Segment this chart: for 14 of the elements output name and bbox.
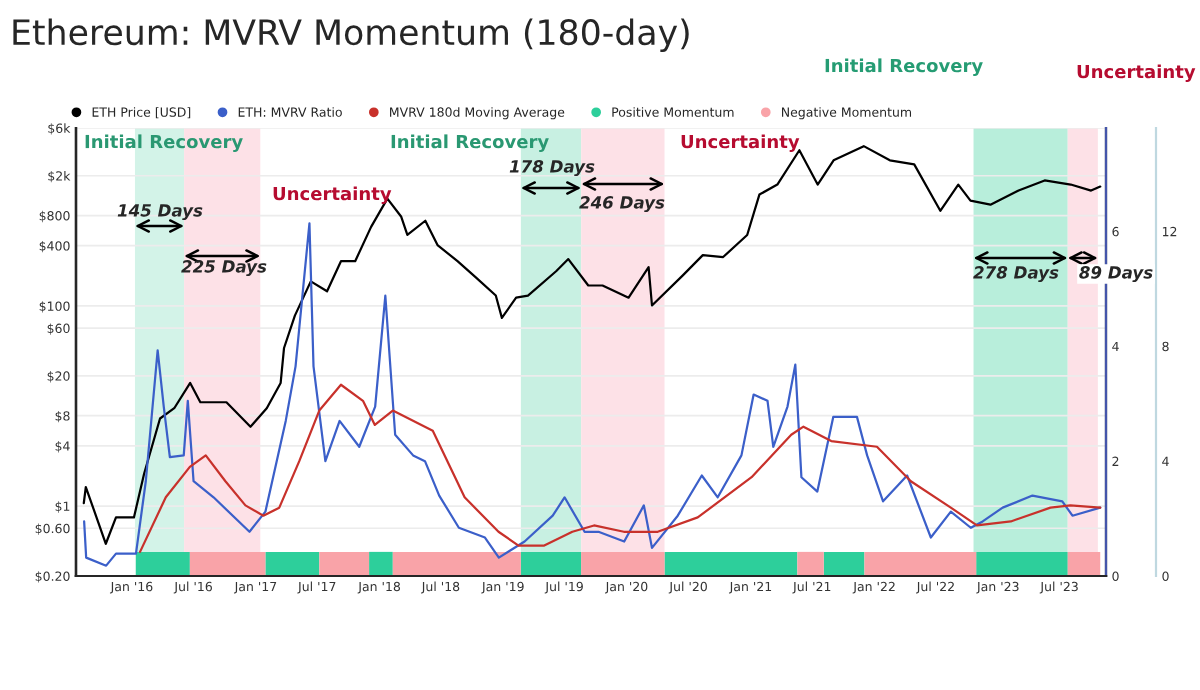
band-label: Initial Recovery (391, 134, 549, 152)
band-label: Uncertainty (273, 186, 392, 204)
annotation: 89 Days (1079, 266, 1153, 283)
annotation: 145 Days (117, 204, 203, 221)
annotation: 278 Days (973, 266, 1059, 283)
band-label: Uncertainty (681, 134, 800, 152)
line-series (83, 222, 1102, 567)
annotation: 178 Days (509, 160, 595, 177)
annotation: 225 Days (181, 260, 267, 277)
band-label: Initial Recovery (825, 58, 983, 76)
band-label: Uncertainty (1077, 64, 1196, 82)
annotation: 246 Days (579, 196, 665, 213)
band-label: Initial Recovery (85, 134, 243, 152)
chart-title: Ethereum: MVRV Momentum (180-day) (13, 18, 689, 52)
